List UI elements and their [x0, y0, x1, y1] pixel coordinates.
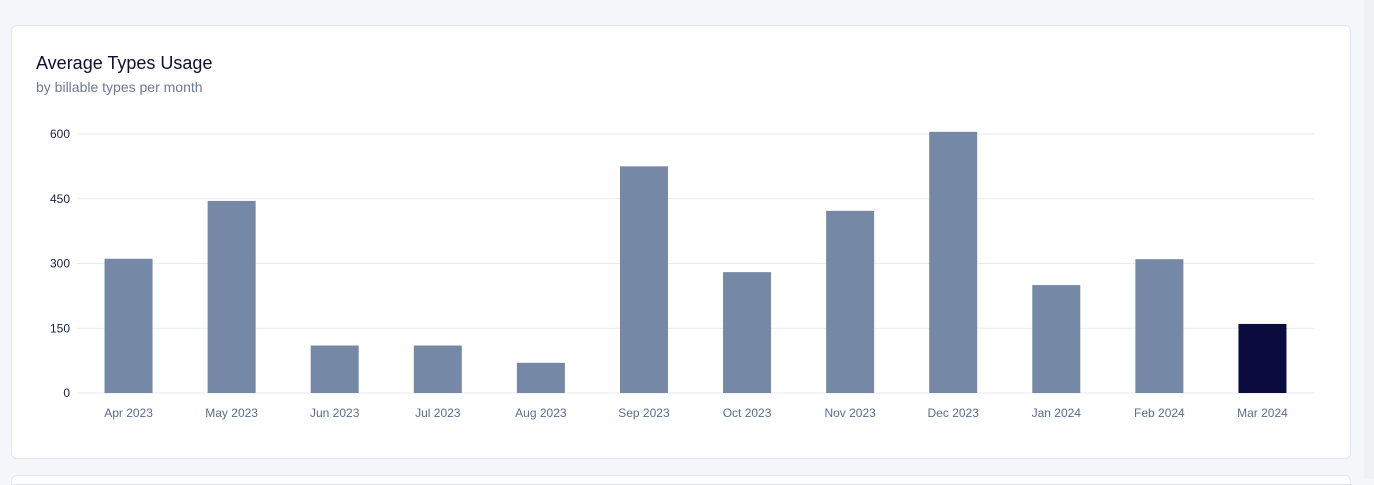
usage-card: Average Types Usage by billable types pe… — [11, 25, 1351, 459]
bar[interactable] — [1032, 285, 1081, 393]
bar[interactable] — [104, 258, 153, 393]
grid-lines — [77, 133, 1314, 394]
y-axis-ticks: 0 150 300 450 600 — [50, 127, 70, 400]
y-tick-label: 300 — [50, 257, 70, 271]
x-tick-label: Aug 2023 — [515, 406, 567, 420]
scrollbar-track[interactable] — [1364, 0, 1374, 479]
card-subtitle: by billable types per month — [36, 79, 203, 95]
x-tick-label: Jul 2023 — [415, 406, 461, 420]
bar[interactable] — [413, 345, 462, 393]
bars — [104, 131, 1287, 393]
y-tick-label: 150 — [50, 321, 70, 335]
x-tick-label: Nov 2023 — [824, 406, 876, 420]
card-title: Average Types Usage — [36, 53, 213, 73]
bar[interactable] — [516, 362, 565, 393]
y-tick-label: 600 — [50, 127, 70, 141]
x-tick-label: Mar 2024 — [1237, 406, 1288, 420]
x-tick-label: Oct 2023 — [723, 406, 772, 420]
bar[interactable] — [826, 210, 875, 393]
x-tick-label: Apr 2023 — [104, 406, 153, 420]
x-tick-label: Jun 2023 — [310, 406, 360, 420]
bar[interactable] — [310, 345, 359, 393]
bar[interactable] — [1238, 323, 1287, 393]
x-tick-label: Feb 2024 — [1134, 406, 1185, 420]
bar[interactable] — [723, 272, 772, 393]
x-tick-label: May 2023 — [205, 406, 258, 420]
next-card-edge — [11, 475, 1351, 485]
x-tick-label: Dec 2023 — [928, 406, 980, 420]
x-tick-label: Jan 2024 — [1032, 406, 1082, 420]
bar[interactable] — [207, 200, 256, 393]
bar-chart: 0 150 300 450 600 Apr 2023 May 2023 Jun 2023 Ju… — [50, 127, 1314, 420]
bar[interactable] — [619, 166, 668, 393]
bar[interactable] — [929, 131, 978, 393]
y-tick-label: 0 — [63, 386, 70, 400]
x-axis-labels: Apr 2023 May 2023 Jun 2023 Jul 2023 Aug 2023… — [104, 406, 1288, 420]
x-tick-label: Sep 2023 — [618, 406, 670, 420]
y-tick-label: 450 — [50, 192, 70, 206]
bar[interactable] — [1135, 259, 1184, 393]
